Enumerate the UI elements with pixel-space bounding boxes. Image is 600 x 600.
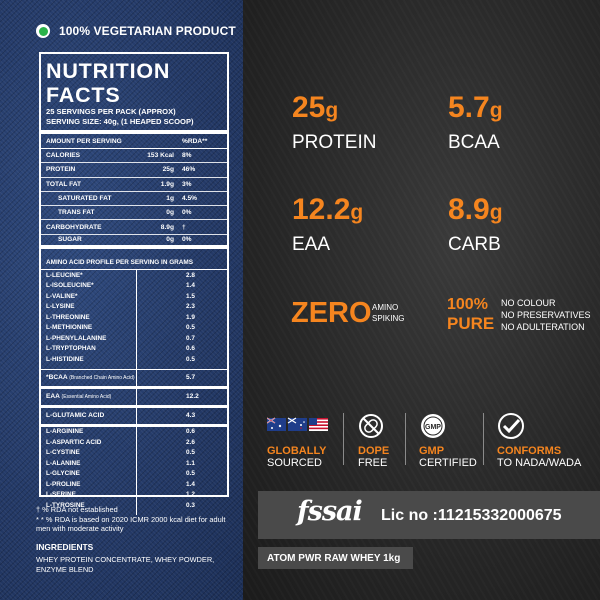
nutrition-header: AMOUNT PER SERVING %RDA** (41, 134, 227, 149)
amino-row: L-METHIONINE 0.5 (46, 324, 195, 332)
amino-row: L-ARGININE 0.6 (46, 428, 195, 436)
amino-row: L-CYSTINE 0.5 (46, 449, 195, 457)
nutrition-row: TRANS FAT 0g 0% (41, 206, 227, 221)
flags-icon (267, 411, 347, 441)
amino-row: L-SERINE 1.2 (46, 491, 195, 499)
nutrition-row: SUGAR 0g 0% (41, 235, 227, 250)
stat-eaa: 12.2g EAA (292, 193, 364, 256)
fssai-logo: fssai (297, 496, 363, 527)
stat-bcaa: 5.7g BCAA (448, 91, 503, 154)
eaa-row: EAA (Essential Amino Acid) 12.2 (46, 393, 199, 401)
nutrition-facts-panel: NUTRITION FACTS 25 SERVINGS PER PACK (AP… (39, 52, 229, 515)
pure-label: PURE (447, 314, 495, 333)
amino-header: AMINO ACID PROFILE PER SERVING IN GRAMS (41, 249, 227, 271)
veg-dot-icon (36, 24, 50, 38)
amino-row: L-ISOLEUCINE* 1.4 (46, 282, 195, 290)
amino-group-essential: L-LEUCINE* 2.8 L-ISOLEUCINE* 1.4 L-VALINE* 1.… (41, 270, 227, 370)
nutrition-row: CALORIES 153 Kcal 8% (41, 149, 227, 164)
amino-row: L-GLYCINE 0.5 (46, 470, 195, 478)
pure-percent: 100% (447, 296, 488, 313)
veg-badge: 100% VEGETARIAN PRODUCT (36, 24, 236, 38)
bcaa-section: *BCAA (Branched Chain Amino Acid) 5.7 (41, 369, 227, 389)
divider (483, 413, 484, 465)
nutrition-rows: CALORIES 153 Kcal 8% PROTEIN 25g 46% TOTAL FAT… (41, 149, 227, 250)
rda-note-1: † % RDA not established (36, 505, 118, 514)
nutrition-row: CARBOHYDRATE 8.9g † (41, 220, 227, 235)
badge-gmp-certified: GMP GMP CERTIFIED (419, 411, 499, 469)
nutrition-row: SATURATED FAT 1g 4.5% (41, 192, 227, 207)
badge-dope-free: DOPE FREE (358, 411, 438, 469)
glutamic-row: L-GLUTAMIC ACID 4.3 (46, 412, 196, 420)
amino-row: L-LYSINE 2.3 (46, 303, 195, 311)
stat-protein: 25g PROTEIN (292, 91, 377, 154)
amino-row: L-LEUCINE* 2.8 (46, 271, 195, 279)
amino-row: L-HISTIDINE 0.5 (46, 355, 195, 363)
eaa-section: EAA (Essential Amino Acid) 12.2 (41, 388, 227, 408)
zero-label: ZERO (291, 297, 372, 329)
rda-notes: † % RDA not established * * % RDA is bas… (36, 505, 236, 534)
glutamic-section: L-GLUTAMIC ACID 4.3 (41, 407, 227, 427)
pure-list: NO COLOUR NO PRESERVATIVES NO ADULTERATI… (501, 298, 591, 332)
check-icon (497, 411, 597, 441)
amino-row: L-TYROSINE 0.3 (46, 501, 195, 509)
header-amount: AMOUNT PER SERVING (46, 138, 122, 145)
denim-panel: 100% VEGETARIAN PRODUCT NUTRITION FACTS … (0, 0, 243, 600)
nutrition-title: NUTRITION FACTS (46, 59, 171, 107)
header-rda: %RDA** (182, 138, 208, 145)
license-number: Lic no :11215332000675 (381, 507, 562, 524)
servings-text: 25 SERVINGS PER PACK (APPROX) (46, 107, 176, 116)
license-band (258, 491, 600, 539)
amino-row: L-ASPARTIC ACID 2.6 (46, 438, 195, 446)
serving-size-text: SERVING SIZE: 40g, (1 HEAPED SCOOP) (41, 117, 227, 134)
amino-row: L-ALANINE 1.1 (46, 459, 195, 467)
amino-row: L-PROLINE 1.4 (46, 480, 195, 488)
badge-conforms-nada: CONFORMS TO NADA/WADA (497, 411, 597, 469)
svg-text:GMP: GMP (425, 424, 441, 431)
stat-carb: 8.9g CARB (448, 193, 503, 256)
gmp-icon: GMP (419, 411, 499, 441)
badge-globally-sourced: GLOBALLY SOURCED (267, 411, 347, 469)
amino-row: L-VALINE* 1.5 (46, 292, 195, 300)
divider (343, 413, 344, 465)
nutrition-row: TOTAL FAT 1.9g 3% (41, 178, 227, 192)
amino-row: L-TRYPTOPHAN 0.6 (46, 345, 195, 353)
zero-subtext: AMINO SPIKING (372, 303, 405, 323)
amino-row: L-THREONINE 1.9 (46, 313, 195, 321)
product-name: ATOM PWR RAW WHEY 1kg (258, 547, 413, 569)
amino-group-other: L-ARGININE 0.6 L-ASPARTIC ACID 2.6 L-CYSTINE… (41, 426, 227, 515)
ingredients-title: INGREDIENTS (36, 542, 94, 552)
nutrition-row: PROTEIN 25g 46% (41, 163, 227, 178)
bcaa-row: *BCAA (Branched Chain Amino Acid) 5.7 (46, 374, 196, 382)
amino-row: L-PHENYLALANINE 0.7 (46, 334, 195, 342)
veg-label: 100% VEGETARIAN PRODUCT (59, 24, 236, 38)
no-dope-icon (358, 411, 438, 441)
rda-note-2: * * % RDA is based on 2020 ICMR 2000 kca… (36, 514, 226, 534)
ingredients-text: WHEY PROTEIN CONCENTRATE, WHEY POWDER, E… (36, 555, 215, 574)
divider (405, 413, 406, 465)
